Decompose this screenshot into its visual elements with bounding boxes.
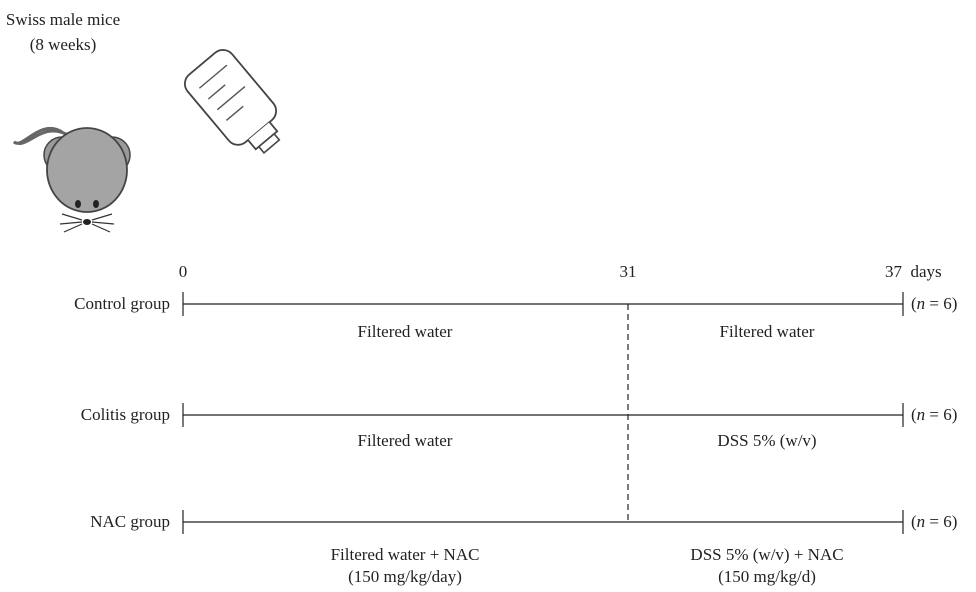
axis-start-label: 0	[178, 262, 188, 281]
mouse-icon	[12, 127, 131, 233]
treatment-nac-after-line1: DSS 5% (w/v) + NAC	[690, 545, 844, 564]
n-value: = 6)	[925, 405, 958, 424]
group-label-colitis: Colitis group	[80, 405, 170, 424]
treatment-colitis-after: DSS 5% (w/v)	[717, 431, 817, 450]
subject-title: Swiss male mice	[5, 10, 121, 29]
n-value: = 6)	[925, 294, 958, 313]
timeline-nac	[182, 510, 904, 534]
n-symbol: n	[916, 405, 926, 424]
axis-end-value: 37	[885, 262, 902, 281]
axis-unit: days	[910, 262, 942, 281]
treatment-control-after: Filtered water	[719, 322, 815, 341]
n-symbol: n	[916, 512, 926, 531]
treatment-nac-before-line2: (150 mg/kg/day)	[348, 567, 462, 586]
timeline-control	[182, 292, 904, 316]
n-symbol: n	[916, 294, 926, 313]
group-label-nac: NAC group	[90, 512, 170, 531]
treatment-control-before: Filtered water	[357, 322, 453, 341]
axis-mid-label: 31	[619, 262, 637, 281]
sample-size-colitis: (n = 6)	[911, 405, 957, 425]
n-prefix: (	[911, 512, 917, 531]
treatment-nac-after-line2: (150 mg/kg/d)	[718, 567, 816, 586]
treatment-nac-before-line1: Filtered water + NAC	[330, 545, 480, 564]
treatment-colitis-before: Filtered water	[357, 431, 453, 450]
water-bottle-icon	[184, 49, 281, 154]
axis-end-label: 37 days	[885, 262, 942, 282]
subject-age: (8 weeks)	[29, 35, 97, 54]
sample-size-nac: (n = 6)	[911, 512, 957, 532]
timeline-colitis	[182, 403, 904, 427]
group-label-control: Control group	[74, 294, 170, 313]
n-prefix: (	[911, 405, 917, 424]
sample-size-control: (n = 6)	[911, 294, 957, 314]
n-prefix: (	[911, 294, 917, 313]
n-value: = 6)	[925, 512, 958, 531]
